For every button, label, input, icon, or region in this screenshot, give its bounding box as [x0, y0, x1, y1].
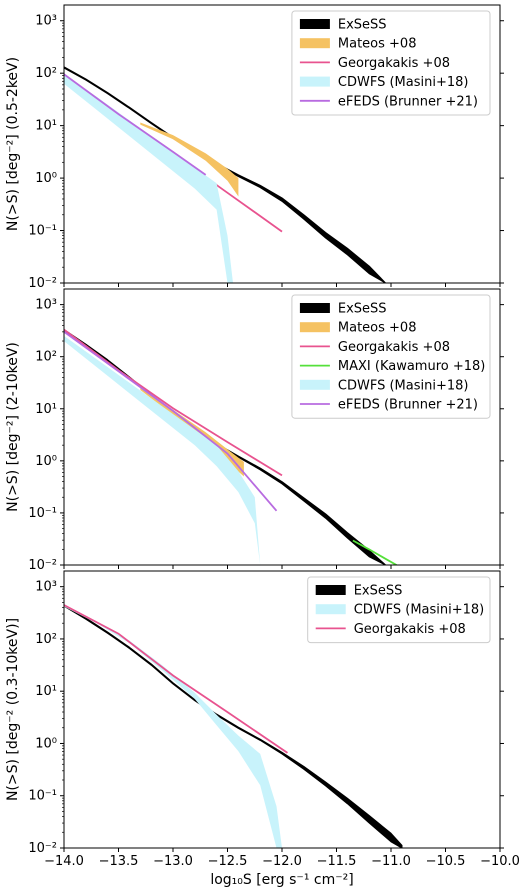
legend-swatch [299, 76, 330, 87]
legend: ExSeSS Mateos +08 Georgakakis +08 MAXI (Kaw… [291, 294, 491, 419]
x-tick-label: −11.0 [371, 854, 411, 869]
series-cdwfs-masini-18 [64, 74, 233, 283]
panel-2: 10⁻² 10⁻¹ 10⁰ 10¹ 10² 10³ N(>S) [deg⁻²] (2-10k… [5, 288, 504, 573]
series-efeds-brunner-21 [64, 73, 207, 176]
x-axis-label: log₁₀S [erg s⁻¹ cm⁻²] [210, 872, 353, 888]
legend-label: Mateos +08 [338, 321, 417, 336]
legend-box [291, 10, 491, 116]
legend-label: CDWFS (Masini+18) [338, 75, 469, 90]
plot-area [64, 604, 403, 848]
x-tick-label: −13.0 [153, 854, 193, 869]
y-tick-label: 10⁻¹ [28, 224, 57, 239]
legend-swatch [299, 38, 330, 49]
legend-label: ExSeSS [354, 584, 403, 599]
legend-label: Georgakakis +08 [338, 56, 450, 71]
y-tick-label: 10¹ [35, 402, 57, 417]
y-tick-label: 10⁰ [35, 171, 57, 186]
series-cdwfs-masini-18 [64, 335, 261, 565]
legend-label: Georgakakis +08 [338, 340, 450, 355]
y-tick-label: 10⁻² [28, 558, 57, 573]
legend-swatch [315, 604, 346, 615]
legend: ExSeSS CDWFS (Masini+18) Georgakakis +08 [307, 576, 491, 644]
y-tick-label: 10¹ [35, 684, 57, 699]
y-tick-label: 10¹ [35, 119, 57, 134]
legend-swatch [299, 379, 330, 390]
y-axis-label: N(>S) [deg⁻²] (2-10keV) [5, 342, 21, 512]
series-georgakakis-08 [64, 328, 283, 477]
x-tick-label: −13.5 [99, 854, 139, 869]
y-tick-label: 10⁻² [28, 276, 57, 291]
legend-box [291, 294, 491, 419]
y-tick-label: 10⁰ [35, 454, 57, 469]
y-tick-label: 10⁻² [28, 841, 57, 856]
series-georgakakis-08 [64, 604, 289, 754]
y-axis-label: N(>S) [deg⁻² (0.3-10keV)] [5, 618, 21, 801]
plot-area [64, 328, 397, 565]
legend: ExSeSS Mateos +08 Georgakakis +08 CDWFS (Ma… [291, 10, 491, 116]
y-tick-label: 10³ [35, 14, 57, 29]
panels: 10⁻² 10⁻¹ 10⁰ 10¹ 10² 10³ N(>S) [deg⁻²] (0.5-2… [5, 4, 520, 869]
legend-label: ExSeSS [338, 18, 387, 33]
x-tick-label: −10.5 [426, 854, 466, 869]
legend-label: CDWFS (Masini+18) [354, 603, 485, 618]
y-tick-label: 10² [35, 632, 57, 647]
x-tick-label: −10.0 [480, 854, 520, 869]
y-tick-label: 10³ [35, 298, 57, 313]
y-tick-label: 10⁻¹ [28, 789, 57, 804]
legend-label: Georgakakis +08 [354, 622, 466, 637]
legend-swatch [299, 303, 330, 313]
legend-swatch [299, 19, 330, 29]
plot-area [64, 66, 387, 283]
y-tick-label: 10⁻¹ [28, 506, 57, 521]
legend-label: MAXI (Kawamuro +18) [338, 359, 485, 374]
x-tick-label: −11.5 [317, 854, 357, 869]
panel-1: 10⁻² 10⁻¹ 10⁰ 10¹ 10² 10³ N(>S) [deg⁻²] (0.5-2… [5, 4, 504, 291]
y-axis-label: N(>S) [deg⁻²] (0.5-2keV) [5, 57, 21, 231]
legend-box [307, 576, 491, 644]
x-tick-label: −12.0 [262, 854, 302, 869]
legend-label: Mateos +08 [338, 37, 417, 52]
y-tick-label: 10⁰ [35, 736, 57, 751]
y-tick-label: 10³ [35, 580, 57, 595]
series-exsess [64, 604, 403, 848]
legend-label: eFEDS (Brunner +21) [338, 398, 478, 413]
legend-swatch [299, 322, 330, 333]
legend-label: ExSeSS [338, 302, 387, 317]
series-maxi-kawamuro-18 [352, 539, 397, 565]
legend-label: CDWFS (Masini+18) [338, 378, 469, 393]
legend-swatch [315, 585, 346, 595]
y-tick-label: 10² [35, 350, 57, 365]
x-tick-label: −12.5 [208, 854, 248, 869]
x-tick-label: −14.0 [44, 854, 84, 869]
panel-3: 10⁻² 10⁻¹ 10⁰ 10¹ 10² 10³ −14.0 −13.5 −13.0 −12.5… [5, 570, 520, 869]
y-tick-label: 10² [35, 66, 57, 81]
series-efeds-brunner-21 [64, 330, 278, 512]
legend-label: eFEDS (Brunner +21) [338, 94, 478, 109]
